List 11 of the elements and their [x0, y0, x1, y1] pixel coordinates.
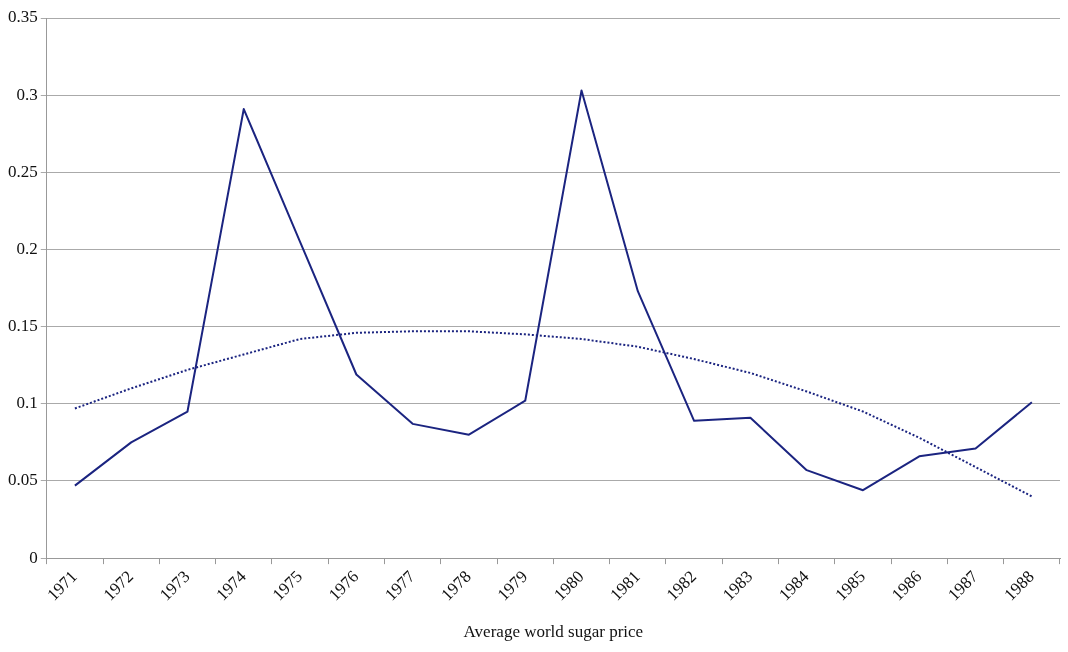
y-tick-label: 0.1: [16, 393, 38, 413]
x-tick-label: 1971: [43, 566, 81, 605]
y-tick-label: 0.25: [8, 161, 38, 181]
x-axis-title: Average world sugar price: [463, 622, 644, 642]
y-tick-label: 0.3: [16, 84, 38, 104]
y-tick-label: 0.35: [8, 7, 38, 27]
y-tick-label: 0.15: [8, 316, 38, 336]
y-tick-label: 0: [29, 547, 38, 567]
y-tick-label: 0.2: [16, 238, 38, 258]
x-tick-label: 1981: [606, 566, 644, 605]
y-tick-label: 0.05: [8, 470, 38, 490]
